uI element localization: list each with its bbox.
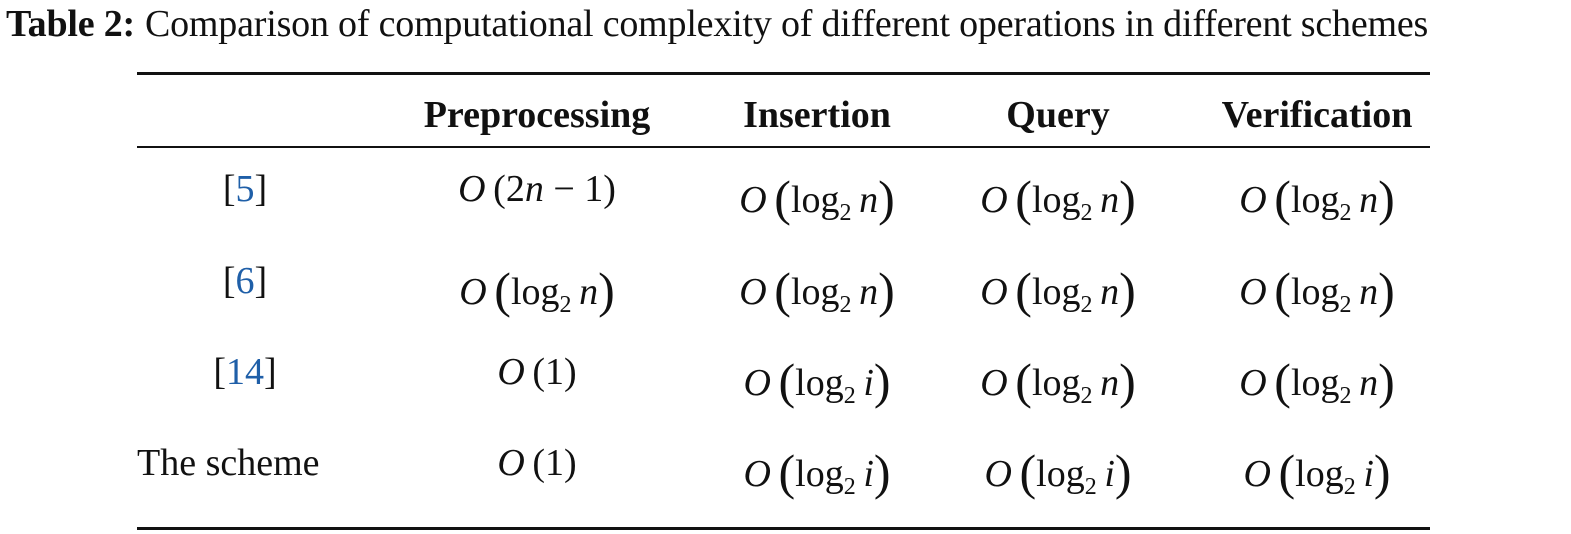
column-header-query: Query bbox=[1006, 94, 1110, 136]
row-scheme-label: [5] bbox=[222, 168, 268, 210]
citation-link[interactable]: 6 bbox=[235, 260, 255, 302]
column-header-verification: Verification bbox=[1221, 94, 1413, 136]
cell-complexity: O (log2 n) bbox=[459, 262, 615, 318]
cell-complexity: O (1) bbox=[497, 442, 577, 484]
row-scheme-label: [14] bbox=[213, 351, 277, 393]
column-header-preprocessing: Preprocessing bbox=[423, 94, 651, 136]
citation-link[interactable]: 5 bbox=[235, 168, 255, 210]
cell-complexity: O (log2 i) bbox=[743, 353, 891, 409]
cell-complexity: O (log2 i) bbox=[984, 444, 1132, 500]
row-scheme-label: The scheme bbox=[137, 442, 320, 484]
row-scheme-label: [6] bbox=[222, 260, 268, 302]
cell-complexity: O (log2 n) bbox=[1239, 262, 1395, 318]
cell-complexity: O (log2 i) bbox=[743, 444, 891, 500]
cell-complexity: O (log2 n) bbox=[739, 170, 895, 226]
cell-complexity: O (log2 n) bbox=[980, 353, 1136, 409]
table-header-rule bbox=[137, 146, 1430, 148]
cell-complexity: O (log2 n) bbox=[739, 262, 895, 318]
cell-complexity: O (2n − 1) bbox=[458, 168, 616, 210]
cell-complexity: O (log2 i) bbox=[1243, 444, 1391, 500]
table-caption-label: Table 2: bbox=[6, 3, 135, 45]
table-caption: Table 2: Comparison of computational comp… bbox=[6, 2, 1428, 46]
table-bottom-rule bbox=[137, 527, 1430, 530]
cell-complexity: O (log2 n) bbox=[980, 170, 1136, 226]
citation-link[interactable]: 14 bbox=[226, 351, 264, 393]
table-top-rule bbox=[137, 72, 1430, 75]
cell-complexity: O (log2 n) bbox=[980, 262, 1136, 318]
cell-complexity: O (log2 n) bbox=[1239, 353, 1395, 409]
cell-complexity: O (log2 n) bbox=[1239, 170, 1395, 226]
table-caption-text: Comparison of computational complexity o… bbox=[144, 3, 1429, 45]
cell-complexity: O (1) bbox=[497, 351, 577, 393]
column-header-insertion: Insertion bbox=[743, 94, 891, 136]
